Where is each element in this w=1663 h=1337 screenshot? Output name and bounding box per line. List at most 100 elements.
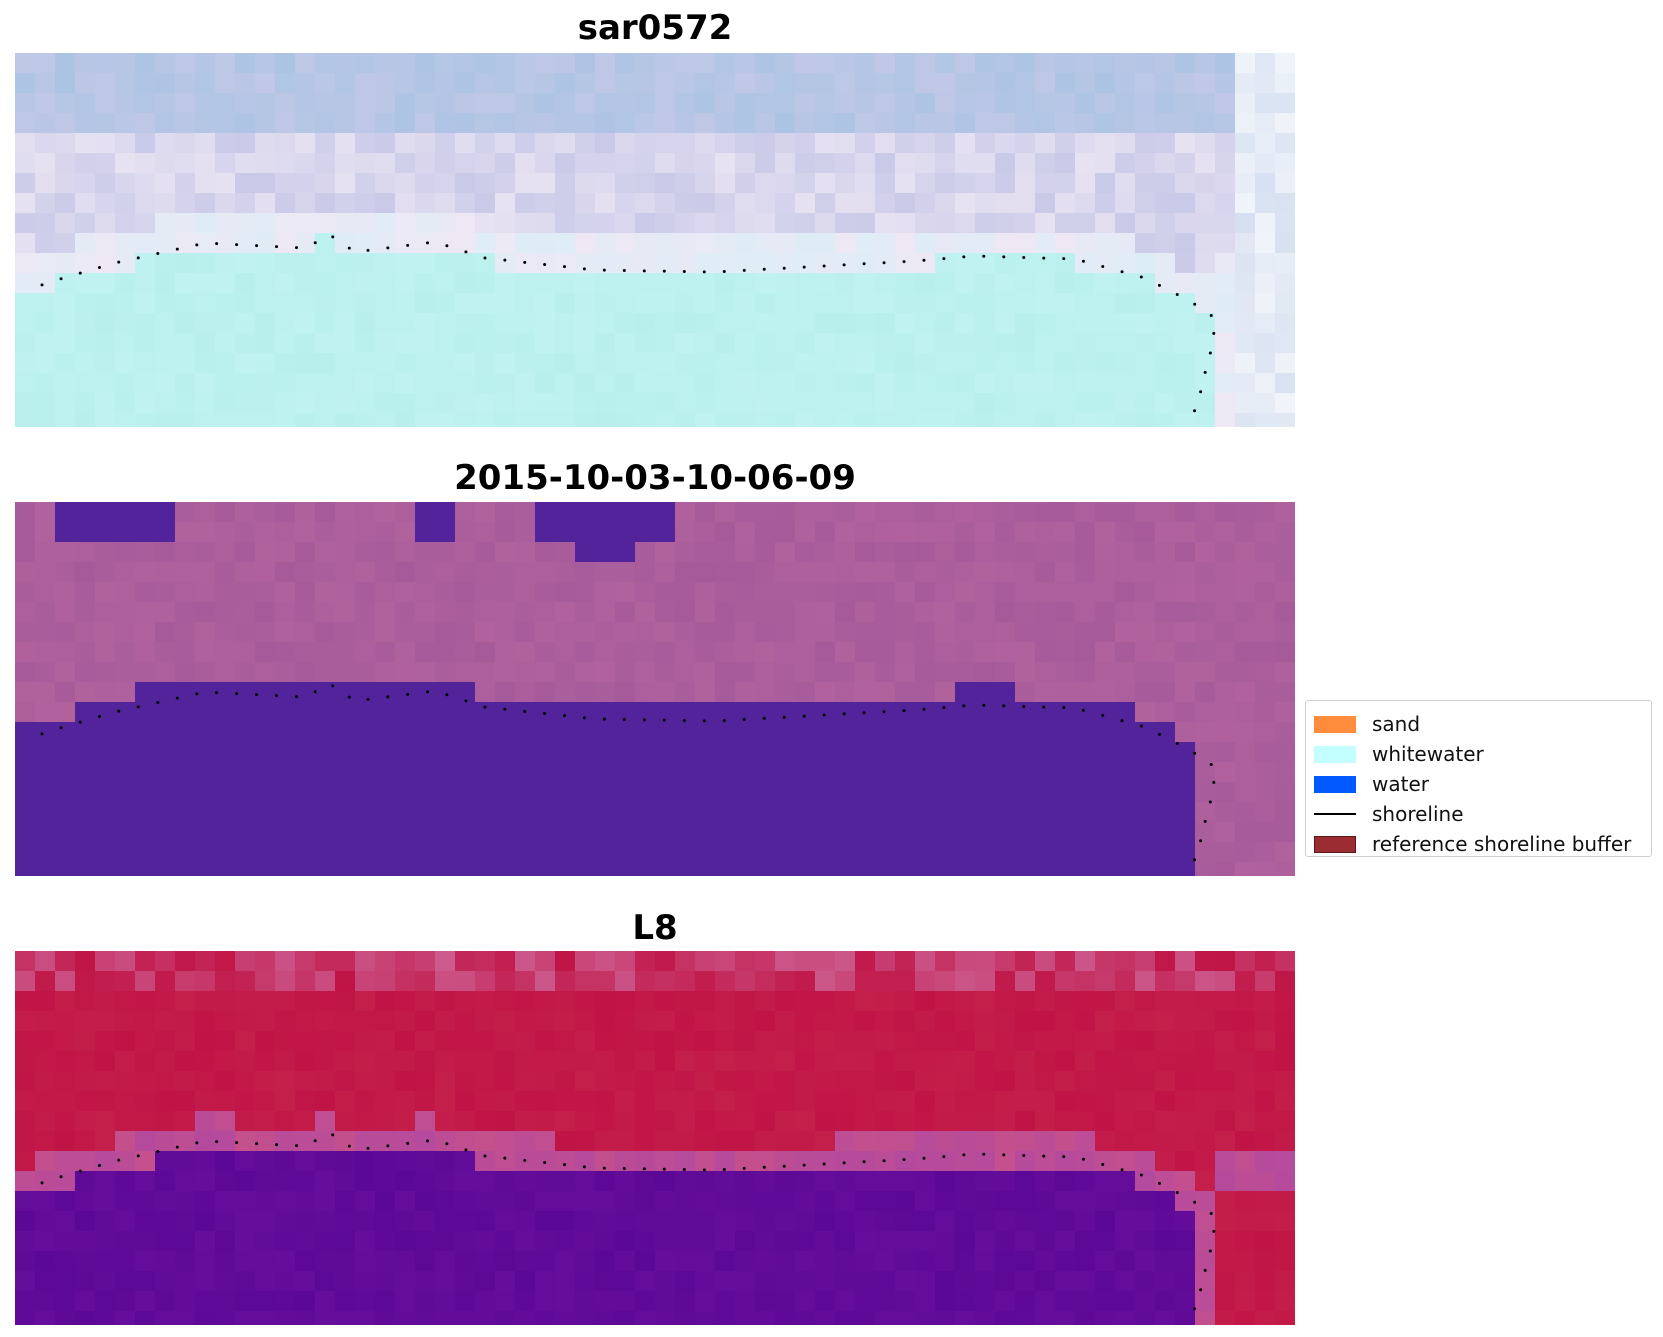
shoreline-point	[563, 1163, 566, 1167]
shoreline-point	[1199, 390, 1203, 394]
shoreline-point	[406, 692, 410, 696]
legend-label: whitewater	[1372, 742, 1484, 766]
shoreline-point	[1139, 275, 1143, 279]
shoreline-point	[1175, 1190, 1179, 1194]
shoreline-point	[822, 264, 826, 268]
shoreline-point	[962, 1153, 966, 1157]
shoreline-point	[1193, 858, 1197, 862]
shoreline-point	[386, 1144, 390, 1148]
shoreline-point	[722, 269, 726, 273]
shoreline-point	[942, 706, 946, 710]
shoreline-point	[483, 1154, 487, 1158]
legend-item-sand: sand	[1314, 709, 1651, 739]
shoreline-point	[366, 697, 370, 701]
shoreline-point	[275, 694, 279, 698]
legend-item-reference-buffer: reference shoreline buffer	[1314, 829, 1651, 859]
shoreline-point	[902, 709, 906, 713]
shoreline-point	[215, 1140, 219, 1144]
shoreline-point	[662, 718, 666, 722]
shoreline-point	[722, 718, 726, 722]
shoreline-point	[742, 1166, 746, 1170]
shoreline-point	[1175, 292, 1179, 296]
shoreline-point	[1062, 257, 1066, 261]
shoreline-point	[842, 712, 846, 716]
legend-item-water: water	[1314, 769, 1651, 799]
shoreline-point	[882, 1159, 886, 1163]
shoreline-point	[1212, 331, 1216, 335]
shoreline-point	[1212, 1229, 1216, 1233]
index-image-panel	[15, 951, 1295, 1325]
shoreline-point	[347, 246, 351, 250]
shoreline-point	[175, 696, 179, 700]
sar-image-panel	[15, 53, 1295, 427]
shoreline-point	[386, 695, 390, 699]
shoreline-point	[822, 1162, 826, 1166]
shoreline-point	[942, 1155, 946, 1159]
sar-image	[15, 53, 1295, 427]
shoreline-point	[862, 1160, 866, 1164]
shoreline-point	[1081, 1157, 1085, 1161]
legend-label: sand	[1372, 712, 1421, 736]
shoreline-point	[862, 262, 866, 266]
shoreline-point	[78, 271, 82, 275]
shoreline-point	[1193, 1200, 1197, 1204]
shoreline-point	[682, 718, 686, 722]
shoreline-point	[1193, 302, 1197, 306]
shoreline-point	[782, 266, 786, 270]
shoreline-point	[582, 716, 586, 720]
shoreline-point	[117, 260, 121, 264]
shoreline-point	[445, 1142, 449, 1146]
shoreline-point	[406, 243, 410, 247]
shoreline-point	[59, 726, 63, 730]
shoreline-point	[523, 709, 527, 713]
shoreline-point	[1022, 1153, 1026, 1157]
shoreline-point	[782, 1164, 786, 1168]
shoreline-point	[175, 1145, 179, 1149]
shoreline-point	[1193, 409, 1197, 413]
shoreline-point	[445, 244, 449, 248]
shoreline-point	[366, 1146, 370, 1150]
shoreline-point	[742, 268, 746, 272]
shoreline-point	[503, 707, 507, 711]
shoreline-point	[922, 258, 926, 262]
shoreline-point	[195, 1141, 199, 1145]
legend-label: shoreline	[1372, 802, 1464, 826]
shoreline-point	[523, 1158, 527, 1162]
shoreline-point	[922, 707, 926, 711]
shoreline-point	[175, 247, 179, 251]
shoreline-point	[331, 1133, 335, 1137]
shoreline-point	[78, 720, 82, 724]
classified-image	[15, 502, 1295, 876]
shoreline-point	[1101, 265, 1105, 269]
shoreline-point	[1081, 259, 1085, 263]
shoreline-point	[1042, 1154, 1046, 1158]
shoreline-point	[1101, 1163, 1105, 1167]
shoreline-point	[862, 711, 866, 715]
shoreline-point	[842, 263, 846, 267]
shoreline-point	[1042, 705, 1046, 709]
shoreline-point	[762, 1165, 766, 1169]
shoreline-point	[782, 715, 786, 719]
shoreline-point	[1209, 762, 1213, 766]
shoreline-point	[942, 257, 946, 261]
shoreline-point	[602, 268, 606, 272]
water-swatch	[1314, 775, 1356, 793]
shoreline-point	[426, 1139, 430, 1143]
shoreline-point	[1199, 839, 1203, 843]
shoreline-point	[582, 1165, 586, 1169]
shoreline-point	[426, 241, 430, 245]
shoreline-point	[331, 684, 335, 688]
shoreline-point	[1212, 780, 1216, 784]
shoreline-point	[464, 1148, 468, 1152]
shoreline-point	[464, 250, 468, 254]
legend-label: reference shoreline buffer	[1372, 832, 1632, 856]
shoreline-point	[136, 705, 140, 709]
shoreline-point	[742, 717, 746, 721]
shoreline-point	[543, 712, 547, 716]
shoreline-point	[347, 695, 351, 699]
shoreline-point	[1157, 1181, 1161, 1185]
shoreline-point	[822, 713, 826, 717]
legend-label: water	[1372, 772, 1429, 796]
shoreline-point	[215, 691, 219, 695]
shoreline-point	[982, 1152, 986, 1156]
